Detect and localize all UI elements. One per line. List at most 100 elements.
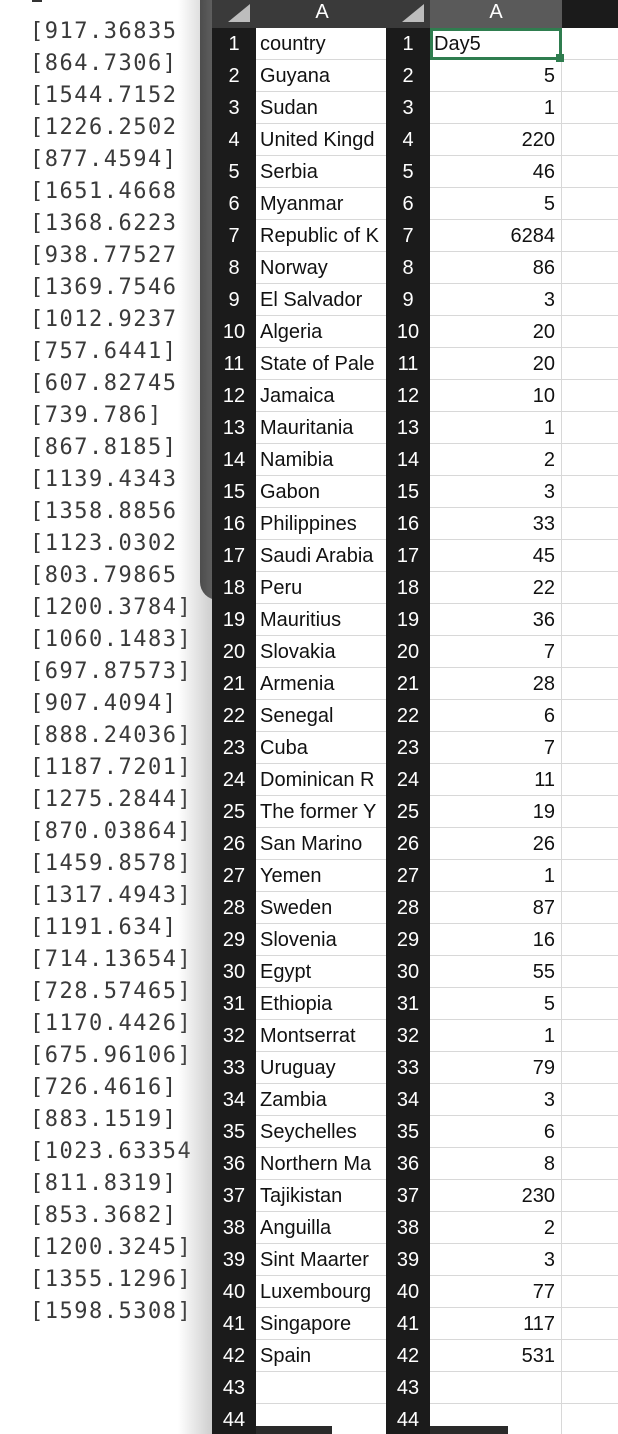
row-header[interactable]: 16 [212, 508, 256, 541]
cell[interactable]: Seychelles [256, 1116, 388, 1148]
row-header[interactable]: 44 [386, 1404, 430, 1434]
row-header[interactable]: 27 [386, 860, 430, 893]
cell[interactable]: 3 [430, 1244, 562, 1276]
row-header[interactable]: 32 [386, 1020, 430, 1053]
cell[interactable]: 16 [430, 924, 562, 956]
cell[interactable]: 33 [430, 508, 562, 540]
spreadsheet-country[interactable]: A 1 country 2 Guyana 3 Sudan 4 United Kingd 5 Ser… [212, 0, 388, 1434]
cell[interactable] [562, 1180, 618, 1212]
cell[interactable]: 2 [430, 1212, 562, 1244]
cell[interactable] [562, 156, 618, 188]
row-header[interactable]: 15 [386, 476, 430, 509]
cell[interactable]: Norway [256, 252, 388, 284]
row-header[interactable]: 36 [386, 1148, 430, 1181]
cell[interactable] [562, 636, 618, 668]
row-header[interactable]: 3 [386, 92, 430, 125]
cell[interactable] [562, 956, 618, 988]
row-header[interactable]: 25 [386, 796, 430, 829]
cell[interactable] [562, 508, 618, 540]
row-header[interactable]: 2 [212, 60, 256, 93]
cell[interactable] [562, 828, 618, 860]
cell[interactable]: 117 [430, 1308, 562, 1340]
row-header[interactable]: 9 [212, 284, 256, 317]
cell[interactable]: 28 [430, 668, 562, 700]
cell[interactable]: El Salvador [256, 284, 388, 316]
cell[interactable]: Spain [256, 1340, 388, 1372]
cell[interactable]: Peru [256, 572, 388, 604]
row-header[interactable]: 4 [386, 124, 430, 157]
row-header[interactable]: 33 [212, 1052, 256, 1085]
cell[interactable]: Sweden [256, 892, 388, 924]
row-header[interactable]: 43 [212, 1372, 256, 1405]
cell[interactable] [562, 1372, 618, 1404]
cell[interactable]: country [256, 28, 388, 60]
row-header[interactable]: 38 [386, 1212, 430, 1245]
row-header[interactable]: 44 [212, 1404, 256, 1434]
cell[interactable]: Slovenia [256, 924, 388, 956]
row-header[interactable]: 30 [212, 956, 256, 989]
cell[interactable] [562, 1404, 618, 1434]
row-header[interactable]: 43 [386, 1372, 430, 1405]
row-header[interactable]: 20 [386, 636, 430, 669]
row-header[interactable]: 19 [386, 604, 430, 637]
cell[interactable] [562, 28, 618, 60]
cell[interactable]: 220 [430, 124, 562, 156]
row-header[interactable]: 2 [386, 60, 430, 93]
row-header[interactable]: 12 [386, 380, 430, 413]
row-header[interactable]: 40 [386, 1276, 430, 1309]
cell[interactable]: The former Y [256, 796, 388, 828]
column-header-a[interactable]: A [430, 0, 562, 28]
cell[interactable]: United Kingd [256, 124, 388, 156]
cell[interactable]: Armenia [256, 668, 388, 700]
row-header[interactable]: 1 [386, 28, 430, 61]
row-header[interactable]: 1 [212, 28, 256, 61]
row-header[interactable]: 14 [386, 444, 430, 477]
row-header[interactable]: 21 [212, 668, 256, 701]
row-header[interactable]: 24 [386, 764, 430, 797]
cell[interactable] [562, 188, 618, 220]
cell[interactable]: Yemen [256, 860, 388, 892]
row-header[interactable]: 17 [386, 540, 430, 573]
cell[interactable]: Ethiopia [256, 988, 388, 1020]
row-header[interactable]: 36 [212, 1148, 256, 1181]
cell[interactable]: 5 [430, 60, 562, 92]
cell[interactable] [562, 540, 618, 572]
cell[interactable]: 1 [430, 1020, 562, 1052]
cell[interactable]: 55 [430, 956, 562, 988]
row-header[interactable]: 21 [386, 668, 430, 701]
cell[interactable] [562, 572, 618, 604]
cell[interactable]: 6284 [430, 220, 562, 252]
cell[interactable]: 8 [430, 1148, 562, 1180]
cell[interactable] [562, 1052, 618, 1084]
row-header[interactable]: 15 [212, 476, 256, 509]
cell[interactable]: Luxembourg [256, 1276, 388, 1308]
row-header[interactable]: 34 [212, 1084, 256, 1117]
row-header[interactable]: 6 [386, 188, 430, 221]
cell[interactable]: 6 [430, 700, 562, 732]
row-header[interactable]: 18 [212, 572, 256, 605]
cell[interactable]: Singapore [256, 1308, 388, 1340]
cell[interactable] [562, 796, 618, 828]
cell[interactable]: 20 [430, 348, 562, 380]
cell[interactable]: 45 [430, 540, 562, 572]
cell[interactable]: 1 [430, 92, 562, 124]
cell[interactable] [562, 700, 618, 732]
cell[interactable]: 22 [430, 572, 562, 604]
cell[interactable] [562, 924, 618, 956]
row-header[interactable]: 11 [212, 348, 256, 381]
cell[interactable]: 77 [430, 1276, 562, 1308]
row-header[interactable]: 31 [386, 988, 430, 1021]
cell[interactable]: 3 [430, 1084, 562, 1116]
row-header[interactable]: 5 [386, 156, 430, 189]
cell[interactable]: 1 [430, 860, 562, 892]
cell[interactable] [562, 348, 618, 380]
row-header[interactable]: 5 [212, 156, 256, 189]
row-header[interactable]: 9 [386, 284, 430, 317]
cell[interactable]: 10 [430, 380, 562, 412]
row-header[interactable]: 39 [386, 1244, 430, 1277]
row-header[interactable]: 13 [386, 412, 430, 445]
row-header[interactable]: 42 [212, 1340, 256, 1373]
cell[interactable]: 3 [430, 284, 562, 316]
row-header[interactable]: 29 [212, 924, 256, 957]
row-header[interactable]: 10 [212, 316, 256, 349]
